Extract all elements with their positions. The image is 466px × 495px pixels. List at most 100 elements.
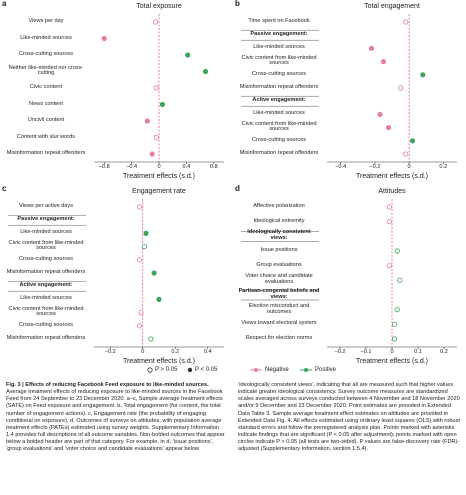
x-tick-label: −0.4 xyxy=(126,164,138,170)
chart xyxy=(8,14,457,373)
x-axis-label: Treatment effects (s.d.) xyxy=(123,358,195,365)
category-label: Misinformation repeat offenders xyxy=(239,84,319,91)
point xyxy=(141,244,147,250)
point xyxy=(386,204,392,210)
category-label: Ideological extremity xyxy=(253,217,305,224)
category-label: Ideologically consistent views: xyxy=(247,229,311,242)
x-axis-label: Treatment effects (s.d.) xyxy=(356,358,428,365)
category-label: Partisan-congenial beliefs and views: xyxy=(238,288,320,300)
caption-left: Fig. 3 | Effects of reducing Facebook Fe… xyxy=(6,382,228,454)
x-axis-label: Treatment effects (s.d.) xyxy=(123,173,195,180)
x-tick-label: −0.2 xyxy=(104,349,116,355)
category-label: Civic content from like-minded sources xyxy=(8,239,84,252)
x-tick-label: −0.2 xyxy=(369,164,381,170)
panel-title: Total engagement xyxy=(364,3,420,10)
category-label: Views toward electoral system xyxy=(241,320,317,327)
point xyxy=(143,230,149,236)
point xyxy=(385,125,392,131)
category-label: Affective polarization xyxy=(253,203,305,210)
category-label: Group evaluations xyxy=(256,261,302,268)
legend-label: Negative xyxy=(265,366,289,373)
category-label: Time spent on Facebook xyxy=(248,18,310,25)
category-label: Like-minded sources xyxy=(253,44,305,51)
point xyxy=(136,323,143,329)
caption: Fig. 3 | Effects of reducing Facebook Fe… xyxy=(0,380,466,454)
category-label: Civic content from like-minded sources xyxy=(8,305,84,318)
point xyxy=(380,58,387,65)
x-tick-label: 0.4 xyxy=(203,349,212,355)
point xyxy=(397,85,404,91)
category-label: Issue positions xyxy=(260,247,298,254)
caption-heading: Fig. 3 | Effects of reducing Facebook Fe… xyxy=(6,382,209,388)
x-tick-label: −0.2 xyxy=(334,349,346,355)
legend-symbol xyxy=(147,367,153,373)
category-label: Uncivil content xyxy=(27,117,65,124)
category-label: Misinformation repeat offenders xyxy=(239,150,319,157)
panel-label: c xyxy=(2,184,7,193)
point xyxy=(185,52,191,58)
x-tick-label: −0.8 xyxy=(98,164,110,170)
point xyxy=(153,85,159,91)
point xyxy=(420,72,426,78)
figure: a Total exposure −0.8 −0.4 0 0.4 0.8 Treatment … xyxy=(2,0,457,373)
point xyxy=(156,296,162,302)
x-axis-label: Treatment effects (s.d.) xyxy=(356,173,428,180)
category-label: Content with slur words xyxy=(16,133,76,140)
category-label: Respect for election norms xyxy=(245,335,313,342)
category-label: Views per active days xyxy=(19,203,73,210)
point xyxy=(403,19,409,25)
category-label: Cross-cutting sources xyxy=(251,136,307,143)
point xyxy=(153,134,159,141)
legend-label: Positive xyxy=(315,366,337,373)
x-tick-label: 0 xyxy=(390,349,394,355)
point xyxy=(377,111,383,118)
x-tick-label: 0.1 xyxy=(414,349,422,355)
point xyxy=(368,45,375,52)
point xyxy=(394,248,400,254)
x-tick-label: −0.4 xyxy=(335,164,347,170)
category-label: Civic content from like-minded sources xyxy=(241,54,317,67)
x-tick-label: 0.2 xyxy=(439,164,448,170)
x-tick-label: 0 xyxy=(141,349,145,355)
point xyxy=(159,101,166,108)
panel-title: Engagement rate xyxy=(132,188,186,195)
x-tick-label: 0.4 xyxy=(182,164,191,170)
category-label: Like-minded sources xyxy=(20,295,72,302)
legend-symbol xyxy=(304,368,308,372)
legend-symbol xyxy=(187,367,193,373)
panel-label: d xyxy=(235,184,240,193)
category-label: Like-minded sources xyxy=(253,110,305,117)
category-label: Election misconduct and outcomes xyxy=(248,302,310,315)
point xyxy=(138,309,144,316)
point xyxy=(397,277,403,283)
category-label: Active engagement: xyxy=(19,282,73,289)
point xyxy=(386,263,392,269)
panel-label: b xyxy=(235,0,240,8)
category-label: Passive engagement: xyxy=(250,31,308,38)
point xyxy=(409,138,416,144)
category-label: Voter choice and candidate evaluations xyxy=(245,273,313,286)
caption-right: ‘ideologically consistent views’, indica… xyxy=(238,382,460,453)
x-tick-label: 0.2 xyxy=(440,349,448,355)
point xyxy=(101,35,107,42)
legend-label: P < 0.05 xyxy=(195,366,218,373)
point xyxy=(148,336,154,342)
category-label: Views per day xyxy=(28,18,64,25)
point xyxy=(136,204,143,210)
legend-label: P > 0.05 xyxy=(155,366,178,373)
category-label: Like-minded sources xyxy=(20,229,72,236)
point xyxy=(149,151,155,157)
category-label: Cross-cutting sources xyxy=(18,255,74,262)
legend-symbol xyxy=(254,368,258,372)
category-label: Cross-cutting sources xyxy=(251,70,307,77)
point xyxy=(136,257,143,263)
category-label: Neither like-minded nor cross-cutting xyxy=(8,64,84,77)
point xyxy=(152,19,159,25)
category-label: Passive engagement: xyxy=(17,216,75,223)
point xyxy=(144,118,150,124)
category-label: Misinformation repeat offenders xyxy=(6,335,86,342)
x-tick-label: 0.8 xyxy=(209,164,218,170)
panel-title: Total exposure xyxy=(136,3,182,10)
category-label: Active engagement: xyxy=(252,97,306,104)
